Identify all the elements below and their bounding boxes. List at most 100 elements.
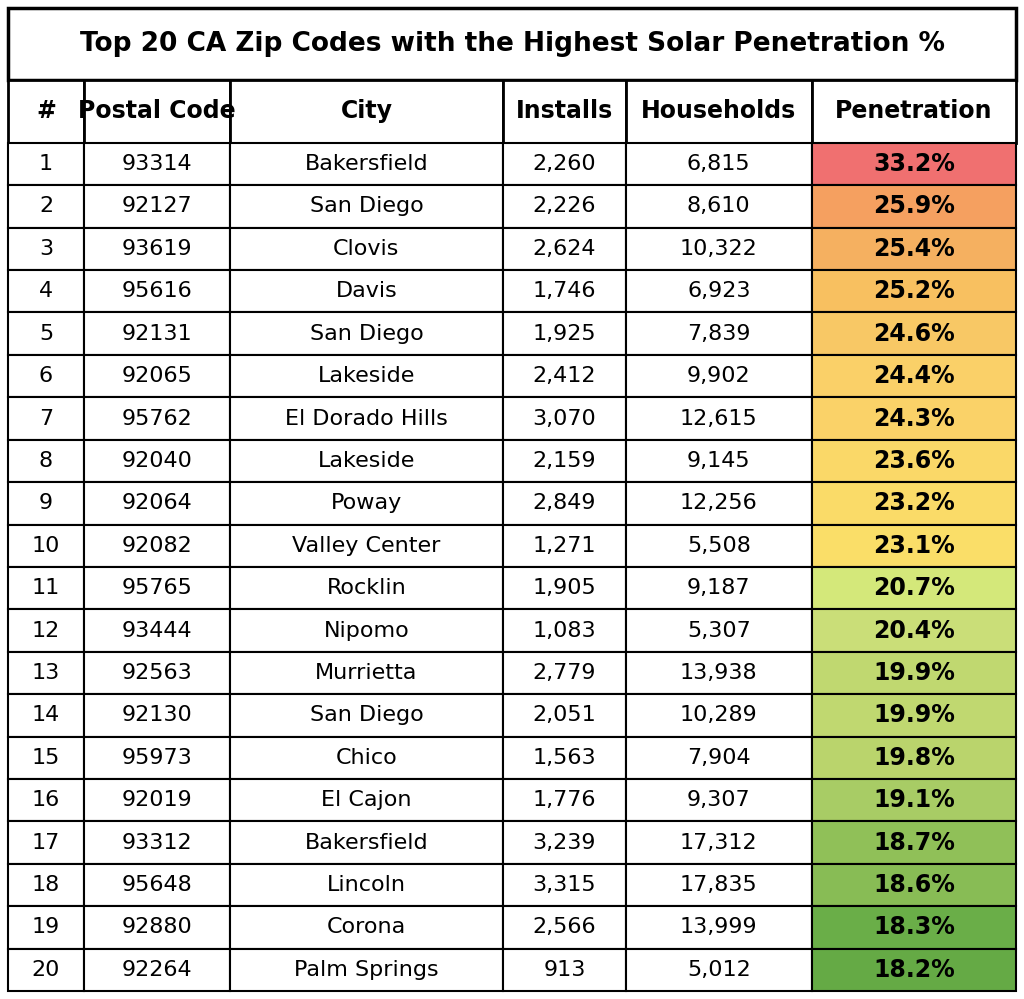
Text: Lakeside: Lakeside [317,451,415,471]
Text: 92019: 92019 [121,790,193,810]
Text: Lincoln: Lincoln [327,875,406,895]
Text: 92563: 92563 [121,663,193,683]
Text: Valley Center: Valley Center [292,535,440,555]
Text: 2,051: 2,051 [532,705,596,725]
Text: 18.6%: 18.6% [872,873,954,897]
Bar [229,609,503,651]
Text: 93314: 93314 [122,154,193,174]
Bar [84,651,229,694]
Text: El Cajon: El Cajon [322,790,412,810]
Text: 13: 13 [32,663,60,683]
Bar [626,440,812,483]
Text: 9,187: 9,187 [687,578,751,598]
Text: 1,083: 1,083 [532,620,596,640]
Bar [84,524,229,567]
Text: Palm Springs: Palm Springs [294,960,438,980]
Text: 2,849: 2,849 [532,494,596,513]
Text: 19.8%: 19.8% [872,746,954,770]
Bar [8,228,84,270]
Text: 93444: 93444 [122,620,193,640]
Bar [229,651,503,694]
Bar [8,567,84,609]
Text: 92880: 92880 [121,917,193,937]
Bar [8,483,84,524]
Text: 4: 4 [39,282,53,302]
Bar [812,567,1016,609]
Bar [229,313,503,355]
Text: 24.4%: 24.4% [873,364,954,388]
Text: 20.7%: 20.7% [872,576,954,600]
Text: 2,566: 2,566 [532,917,596,937]
Bar [626,313,812,355]
Text: Lakeside: Lakeside [317,366,415,386]
Bar [84,185,229,228]
Bar [84,398,229,440]
Text: 2,412: 2,412 [532,366,596,386]
Text: 12,256: 12,256 [680,494,758,513]
Bar [626,651,812,694]
Text: 13,938: 13,938 [680,663,758,683]
Text: 1,271: 1,271 [532,535,596,555]
Text: 2,260: 2,260 [532,154,596,174]
Bar [229,736,503,779]
Bar [812,949,1016,991]
Bar [503,864,626,906]
Text: 7: 7 [39,409,53,429]
Text: 5: 5 [39,324,53,344]
Text: 18.2%: 18.2% [873,958,954,982]
Text: 10,322: 10,322 [680,239,758,259]
Bar [84,440,229,483]
Text: 33.2%: 33.2% [872,152,954,176]
Bar [626,143,812,185]
Text: Corona: Corona [327,917,406,937]
Bar [626,185,812,228]
Text: Postal Code: Postal Code [78,99,236,124]
Text: 92264: 92264 [122,960,193,980]
Bar [812,440,1016,483]
Text: Davis: Davis [336,282,397,302]
Text: 92065: 92065 [121,366,193,386]
Bar [812,906,1016,949]
Text: 2,624: 2,624 [532,239,596,259]
Text: 2,779: 2,779 [532,663,596,683]
Bar [8,949,84,991]
Text: 19: 19 [32,917,60,937]
Bar [812,694,1016,736]
Text: 5,307: 5,307 [687,620,751,640]
Bar [503,440,626,483]
Bar [8,313,84,355]
Bar [812,185,1016,228]
Text: 1,925: 1,925 [532,324,596,344]
Bar [229,80,503,143]
Text: 5,012: 5,012 [687,960,751,980]
Bar [229,440,503,483]
Bar [812,80,1016,143]
Bar [84,228,229,270]
Text: San Diego: San Diego [309,197,423,217]
Bar [229,398,503,440]
Text: 19.9%: 19.9% [872,703,954,727]
Text: 20: 20 [32,960,60,980]
Bar [503,524,626,567]
Bar [8,8,1016,80]
Text: Nipomo: Nipomo [324,620,410,640]
Bar [84,355,229,398]
Bar [626,483,812,524]
Bar [626,567,812,609]
Text: 14: 14 [32,705,60,725]
Text: Installs: Installs [516,99,613,124]
Bar [503,398,626,440]
Bar [812,609,1016,651]
Text: San Diego: San Diego [309,324,423,344]
Bar [84,567,229,609]
Bar [84,313,229,355]
Text: 7,839: 7,839 [687,324,751,344]
Bar [626,779,812,821]
Bar [503,270,626,313]
Text: 17: 17 [32,832,60,852]
Bar [812,270,1016,313]
Bar [8,651,84,694]
Text: 18: 18 [32,875,60,895]
Text: 12: 12 [32,620,60,640]
Bar [812,524,1016,567]
